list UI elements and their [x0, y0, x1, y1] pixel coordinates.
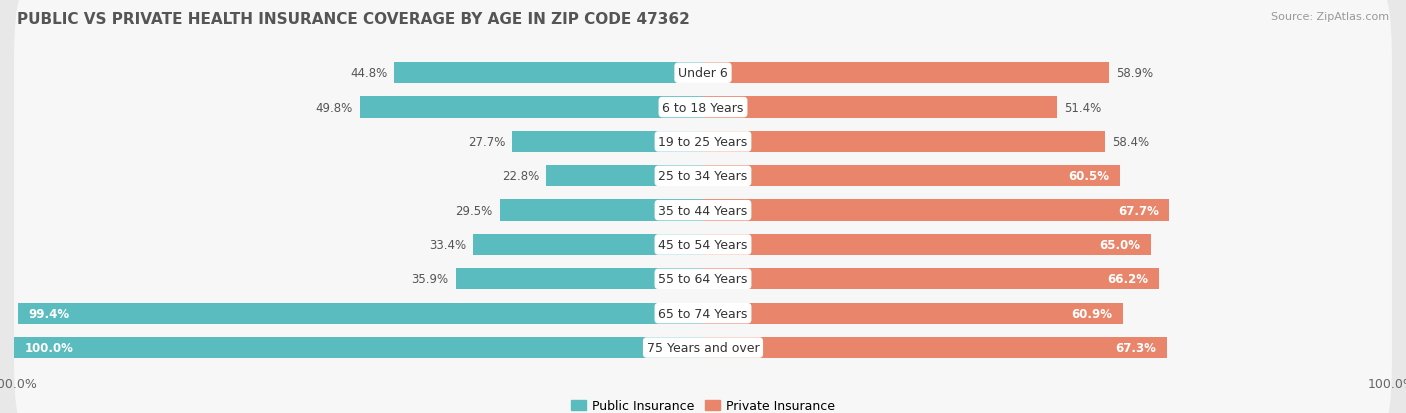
- Text: 60.5%: 60.5%: [1069, 170, 1109, 183]
- Text: Source: ZipAtlas.com: Source: ZipAtlas.com: [1271, 12, 1389, 22]
- Text: 51.4%: 51.4%: [1064, 101, 1101, 114]
- Text: 100.0%: 100.0%: [24, 341, 73, 354]
- Legend: Public Insurance, Private Insurance: Public Insurance, Private Insurance: [567, 394, 839, 413]
- Bar: [703, 166, 1119, 187]
- Bar: [499, 200, 703, 221]
- FancyBboxPatch shape: [14, 230, 1392, 397]
- Text: 60.9%: 60.9%: [1071, 307, 1112, 320]
- Text: 66.2%: 66.2%: [1108, 273, 1149, 286]
- Bar: [360, 97, 703, 119]
- Bar: [703, 63, 1109, 84]
- Bar: [703, 337, 1167, 358]
- Text: 99.4%: 99.4%: [28, 307, 70, 320]
- FancyBboxPatch shape: [14, 93, 1392, 260]
- Bar: [18, 303, 703, 324]
- FancyBboxPatch shape: [14, 24, 1392, 191]
- Bar: [512, 131, 703, 153]
- Bar: [703, 200, 1170, 221]
- Bar: [456, 268, 703, 290]
- Text: 55 to 64 Years: 55 to 64 Years: [658, 273, 748, 286]
- Bar: [546, 166, 703, 187]
- Text: 75 Years and over: 75 Years and over: [647, 341, 759, 354]
- Text: 33.4%: 33.4%: [429, 238, 465, 252]
- Text: 25 to 34 Years: 25 to 34 Years: [658, 170, 748, 183]
- Text: 22.8%: 22.8%: [502, 170, 538, 183]
- Text: 6 to 18 Years: 6 to 18 Years: [662, 101, 744, 114]
- Text: 65.0%: 65.0%: [1099, 238, 1140, 252]
- Text: 67.7%: 67.7%: [1118, 204, 1159, 217]
- Bar: [703, 97, 1057, 119]
- Bar: [703, 303, 1122, 324]
- Text: 44.8%: 44.8%: [350, 67, 388, 80]
- Text: 29.5%: 29.5%: [456, 204, 494, 217]
- Text: 58.4%: 58.4%: [1112, 135, 1149, 149]
- Text: 35 to 44 Years: 35 to 44 Years: [658, 204, 748, 217]
- Bar: [14, 337, 703, 358]
- Bar: [472, 234, 703, 256]
- FancyBboxPatch shape: [14, 264, 1392, 413]
- Bar: [703, 268, 1159, 290]
- Text: 65 to 74 Years: 65 to 74 Years: [658, 307, 748, 320]
- FancyBboxPatch shape: [14, 0, 1392, 157]
- Bar: [394, 63, 703, 84]
- Text: 45 to 54 Years: 45 to 54 Years: [658, 238, 748, 252]
- FancyBboxPatch shape: [14, 59, 1392, 225]
- Bar: [703, 131, 1105, 153]
- Bar: [703, 234, 1152, 256]
- Text: 35.9%: 35.9%: [412, 273, 449, 286]
- Text: Under 6: Under 6: [678, 67, 728, 80]
- Text: 58.9%: 58.9%: [1116, 67, 1153, 80]
- Text: 49.8%: 49.8%: [316, 101, 353, 114]
- FancyBboxPatch shape: [14, 127, 1392, 294]
- Text: 67.3%: 67.3%: [1115, 341, 1156, 354]
- Text: 27.7%: 27.7%: [468, 135, 505, 149]
- FancyBboxPatch shape: [14, 161, 1392, 328]
- Text: 19 to 25 Years: 19 to 25 Years: [658, 135, 748, 149]
- FancyBboxPatch shape: [14, 196, 1392, 363]
- Text: PUBLIC VS PRIVATE HEALTH INSURANCE COVERAGE BY AGE IN ZIP CODE 47362: PUBLIC VS PRIVATE HEALTH INSURANCE COVER…: [17, 12, 690, 27]
